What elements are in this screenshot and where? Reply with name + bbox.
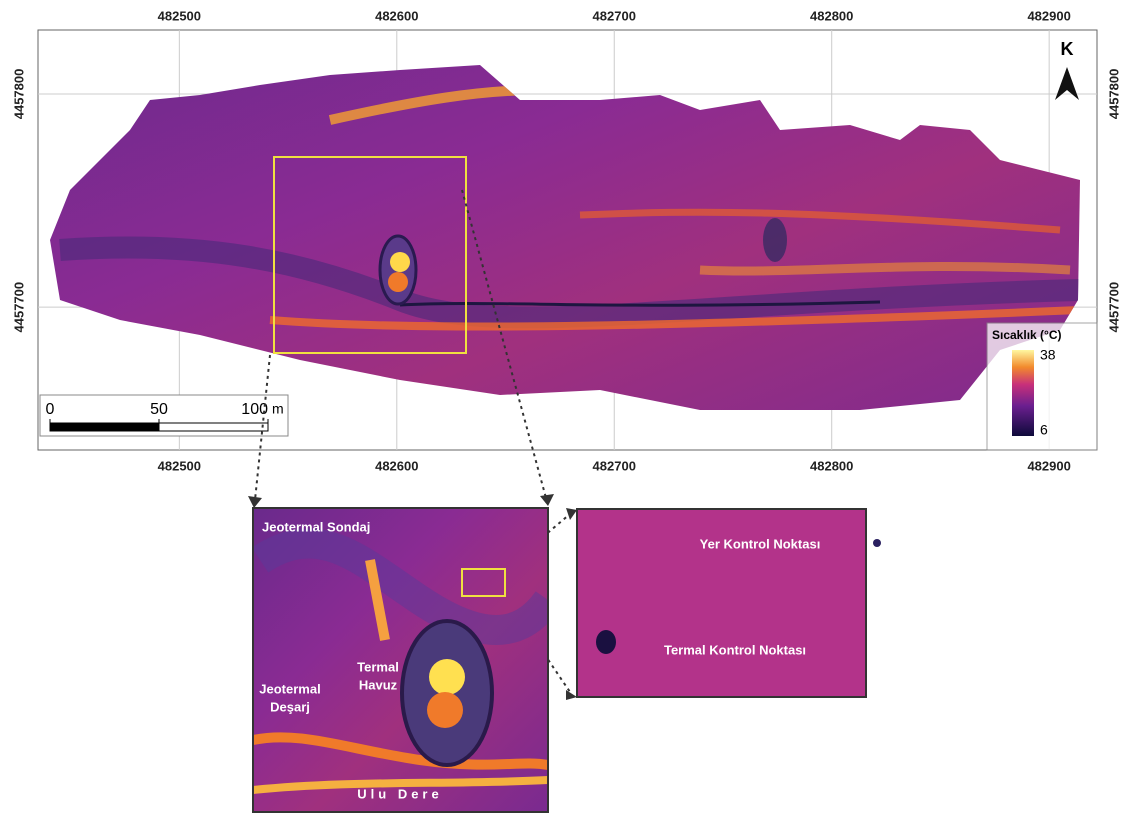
north-label: K [1061, 39, 1074, 59]
legend-max: 38 [1040, 347, 1056, 363]
scale-segment [159, 423, 268, 431]
y-tick-label: 4457700 [1106, 282, 1121, 333]
legend-min: 6 [1040, 422, 1048, 438]
inset-label: Deşarj [270, 699, 310, 714]
scale-label: 0 [46, 401, 55, 418]
scale-segment [50, 423, 159, 431]
x-tick-label: 482900 [1027, 458, 1070, 473]
inset-label: Termal [357, 659, 399, 674]
x-tick-label: 482600 [375, 8, 418, 23]
legend-title: Sıcaklık (°C) [992, 328, 1062, 342]
inset-label: Termal Kontrol Noktası [664, 642, 806, 657]
x-tick-label: 482500 [158, 8, 201, 23]
inset-label: Jeotermal [259, 681, 320, 696]
ground-gcp [873, 539, 881, 547]
x-tick-label: 482600 [375, 458, 418, 473]
y-tick-label: 4457800 [11, 69, 26, 120]
scale-label: 50 [150, 401, 168, 418]
x-tick-label: 482800 [810, 458, 853, 473]
y-tick-label: 4457800 [1106, 69, 1121, 120]
x-tick-label: 482900 [1027, 8, 1070, 23]
color-bar [1012, 350, 1034, 436]
inset-label: Ulu Dere [357, 786, 442, 801]
inset-label: Havuz [359, 677, 398, 692]
thermal-gcp [596, 630, 616, 654]
x-tick-label: 482800 [810, 8, 853, 23]
figure: K 050100m Sıcaklık (°C) 38 6 Jeotermal S… [0, 0, 1133, 828]
inset-label: Yer Kontrol Noktası [700, 536, 821, 551]
page: {"map": {"xlim": [482435, 482922], "ylim… [0, 0, 1133, 828]
x-tick-label: 482700 [593, 458, 636, 473]
y-tick-label: 4457700 [11, 282, 26, 333]
scale-unit: m [272, 401, 284, 417]
inset-label: Jeotermal Sondaj [262, 519, 370, 534]
inset-left [253, 508, 548, 812]
x-tick-label: 482700 [593, 8, 636, 23]
x-tick-label: 482500 [158, 458, 201, 473]
